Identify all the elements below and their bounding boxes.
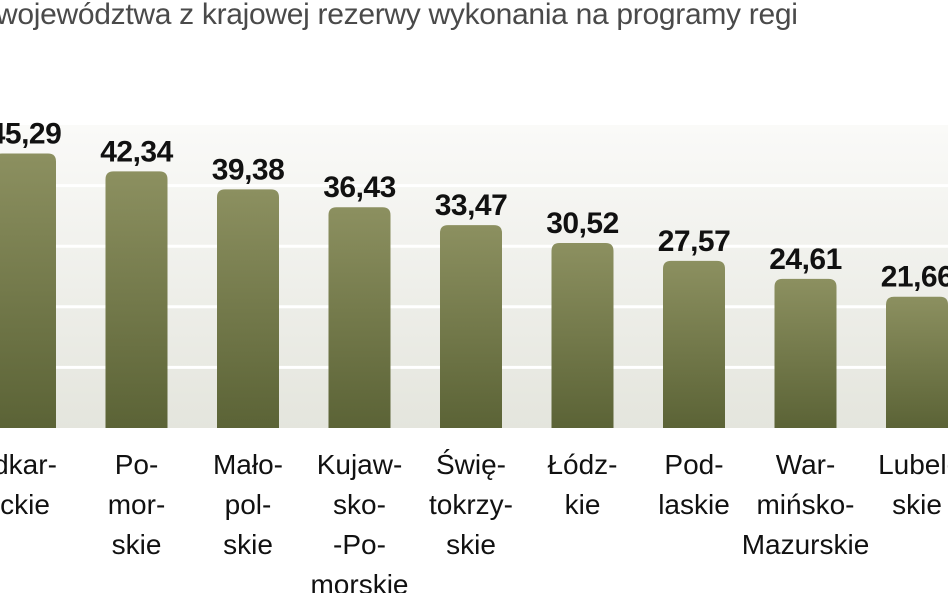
category-label-line: -Po- <box>333 529 386 560</box>
category-label-line: Kujaw- <box>317 449 403 480</box>
category-label: Świę-tokrzy-skie <box>429 448 513 560</box>
value-label: 24,61 <box>769 243 842 276</box>
category-label-line: skie <box>446 529 496 560</box>
category-label-line: skie <box>892 489 942 520</box>
category-label-line: pol- <box>225 489 272 520</box>
value-label: 33,47 <box>435 189 508 222</box>
bar <box>217 189 279 428</box>
bar <box>440 225 502 428</box>
bar <box>551 243 614 428</box>
category-label-line: Lubel- <box>878 449 948 480</box>
value-label: 30,52 <box>546 207 619 240</box>
value-label: 21,66 <box>881 261 948 294</box>
value-labels-group: 45,29 42,34 39,38 36,43 33,47 30,52 27,57 24,61… <box>0 118 948 294</box>
category-label: Łódz-kie <box>547 449 617 520</box>
category-label-line: skie <box>223 529 273 560</box>
category-label-line: War- <box>776 449 836 480</box>
category-label-line: Pod- <box>664 449 723 480</box>
category-label: Pod-laskie <box>658 449 730 520</box>
category-label-line: sko- <box>333 489 386 520</box>
value-label: 27,57 <box>658 225 731 258</box>
category-label-line: dkar- <box>0 449 57 480</box>
bar <box>774 278 837 428</box>
value-label: 42,34 <box>100 135 173 168</box>
bar <box>886 296 948 428</box>
category-label-line: morskie <box>310 569 408 593</box>
category-label: dkar-ckie <box>0 449 57 520</box>
category-label: Lubel-skie <box>878 449 948 520</box>
category-label-line: Świę- <box>436 448 506 480</box>
value-label: 39,38 <box>212 153 285 186</box>
category-label-line: tokrzy- <box>429 489 513 520</box>
category-label-line: laskie <box>658 489 730 520</box>
category-label-line: Łódz- <box>547 449 617 480</box>
category-label-line: Po- <box>115 449 159 480</box>
bar <box>0 153 56 428</box>
category-label: War-mińsko- Mazurskie <box>742 449 870 560</box>
chart-title: województwa z krajowej rezerwy wykonania… <box>0 0 798 31</box>
category-label: Kujaw-sko- -Po-morskie <box>310 449 408 593</box>
category-labels-group: dkar-ckiePo-mor-skieMało-pol-skieKujaw-s… <box>0 448 948 593</box>
bar <box>328 207 391 428</box>
category-label-line: mor- <box>108 489 166 520</box>
category-label-line: kie <box>565 489 601 520</box>
category-label-line: Mało- <box>213 449 283 480</box>
category-label: Po-mor-skie <box>108 449 166 560</box>
bars-group <box>0 153 948 428</box>
bar <box>663 260 725 428</box>
bar <box>105 171 168 428</box>
category-label-line: Mazurskie <box>742 529 870 560</box>
category-label-line: mińsko- <box>756 489 854 520</box>
value-label: 36,43 <box>323 171 396 204</box>
value-label: 45,29 <box>0 118 61 151</box>
category-label-line: skie <box>112 529 162 560</box>
category-label: Mało-pol-skie <box>213 449 283 560</box>
category-label-line: ckie <box>0 489 50 520</box>
